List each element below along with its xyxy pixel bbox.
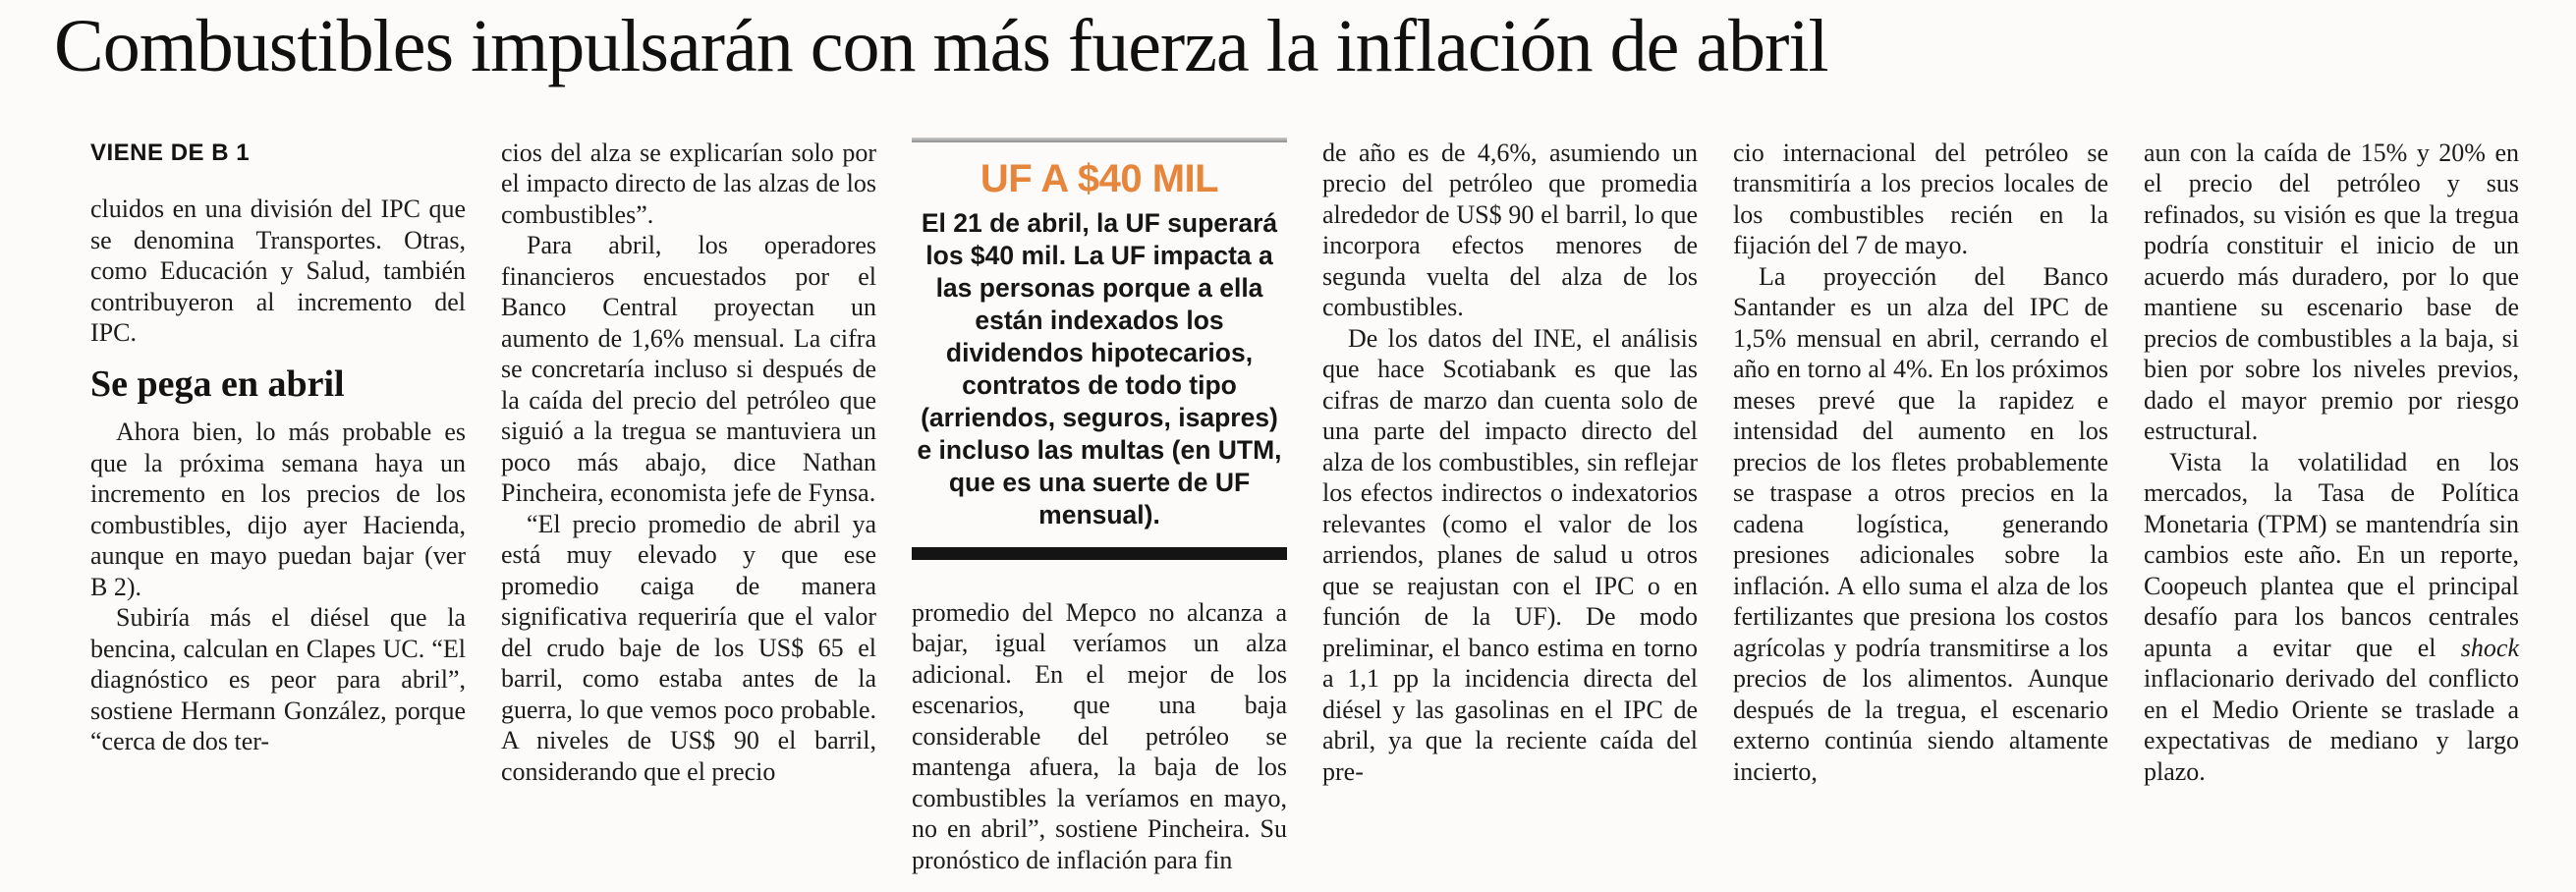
uf-infobox: UF A $40 MIL El 21 de abril, la UF super… (912, 137, 1287, 560)
column-5: cio internacional del petróleo se transm… (1733, 138, 2108, 876)
column-2: cios del alza se explicarían solo por el… (501, 138, 876, 876)
paragraph: aun con la caída de 15% y 20% en el prec… (2144, 138, 2519, 446)
infobox-body: El 21 de abril, la UF superará los $40 m… (917, 207, 1282, 530)
paragraph: Subiría más el diésel que la bencina, ca… (90, 603, 466, 756)
paragraph: promedio del Mepco no alcanza a bajar, i… (912, 597, 1287, 874)
column-4: de año es de 4,6%, asumiendo un precio d… (1322, 138, 1698, 876)
paragraph: cluidos en una división del IPC que se d… (90, 195, 466, 348)
paragraph: de año es de 4,6%, asumiendo un precio d… (1322, 138, 1698, 322)
continuation-kicker: VIENE DE B 1 (90, 139, 251, 166)
paragraph: De los datos del INE, el análisis que ha… (1322, 323, 1698, 786)
paragraph: La proyección del Banco Santander es un … (1733, 261, 2108, 786)
paragraph: cios del alza se explicarían solo por el… (501, 138, 876, 229)
column-3: UF A $40 MIL El 21 de abril, la UF super… (912, 137, 1287, 876)
article-body: VIENE DE B 1 cluidos en una división del… (90, 137, 2525, 876)
column-6: aun con la caída de 15% y 20% en el prec… (2144, 138, 2519, 876)
section-subhead: Se pega en abril (90, 362, 345, 405)
paragraph: cio internacional del petróleo se transm… (1733, 138, 2108, 260)
paragraph: Para abril, los operadores financieros e… (501, 231, 876, 508)
infobox-top-rule (912, 137, 1287, 142)
paragraph: Vista la volatilidad en los mercados, la… (2144, 447, 2519, 788)
paragraph-text: Vista la volatilidad en los mercados, la… (2144, 447, 2519, 662)
column-1: VIENE DE B 1 cluidos en una división del… (90, 138, 466, 876)
paragraph: “El precio promedio de abril ya está muy… (501, 509, 876, 786)
article-headline: Combustibles impulsarán con más fuerza l… (54, 5, 1829, 87)
italic-term: shock (2460, 633, 2519, 662)
paragraph-text: inflacionario derivado del conflicto en … (2144, 664, 2519, 786)
paragraph: Ahora bien, lo más probable es que la pr… (90, 418, 466, 601)
infobox-bottom-rule (912, 546, 1287, 560)
infobox-title: UF A $40 MIL (980, 156, 1219, 200)
